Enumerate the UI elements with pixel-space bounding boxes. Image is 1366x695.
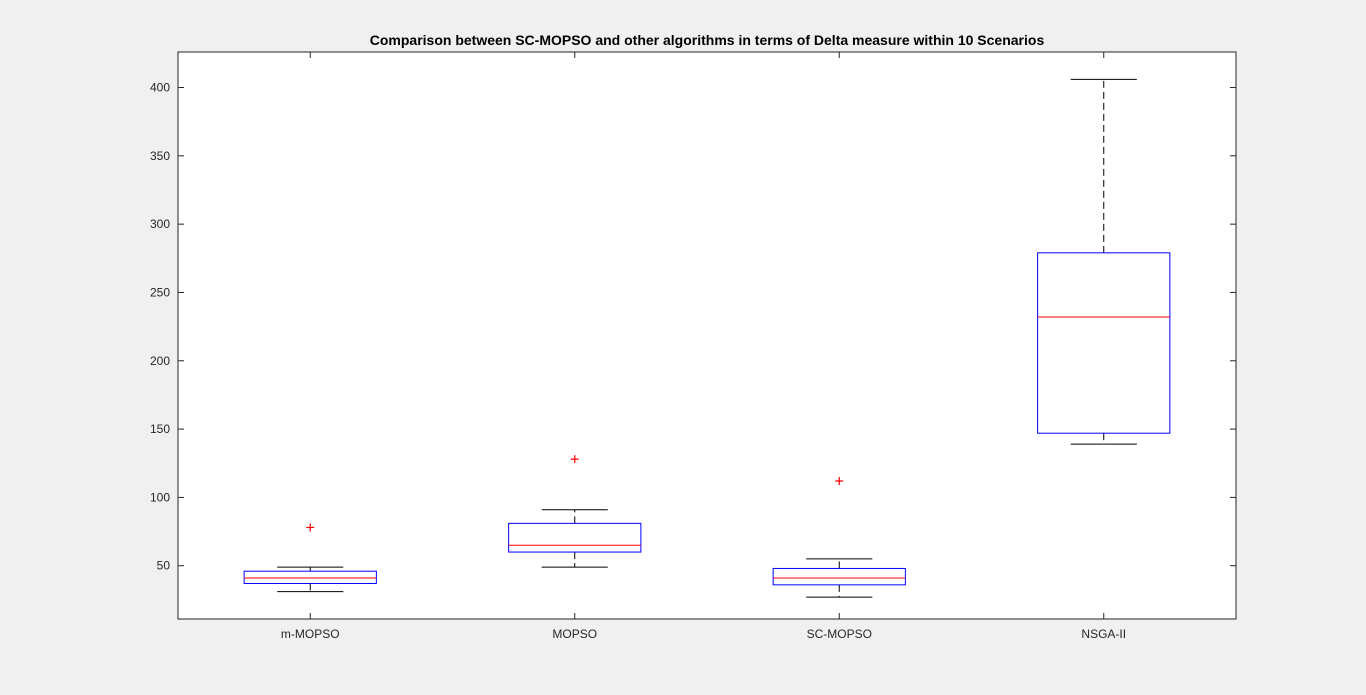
outlier-marker	[306, 523, 315, 532]
x-tick-label: SC-MOPSO	[807, 627, 872, 641]
x-tick-label: m-MOPSO	[281, 627, 340, 641]
x-tick-label: MOPSO	[552, 627, 597, 641]
x-tick-label: NSGA-II	[1081, 627, 1126, 641]
y-tick-label: 100	[150, 490, 170, 504]
y-tick-label: 150	[150, 422, 170, 436]
outlier-marker	[570, 455, 579, 464]
axes-frame	[177, 51, 1237, 620]
chart-title: Comparison between SC-MOPSO and other al…	[370, 32, 1045, 48]
axes-background	[178, 52, 1236, 619]
box	[508, 522, 642, 553]
box	[772, 567, 906, 586]
box	[243, 570, 377, 584]
y-tick-label: 400	[150, 81, 170, 95]
y-tick-label: 200	[150, 354, 170, 368]
y-tick-label: 50	[157, 559, 171, 573]
y-tick-label: 250	[150, 285, 170, 299]
y-tick-label: 350	[150, 149, 170, 163]
plot-area: 50 100 150 200 250 300 350 400 m-MOPSO MOPSO SC-MO…	[150, 52, 1236, 641]
outlier-marker	[835, 477, 844, 486]
y-tick-label: 300	[150, 217, 170, 231]
box	[1037, 252, 1171, 434]
